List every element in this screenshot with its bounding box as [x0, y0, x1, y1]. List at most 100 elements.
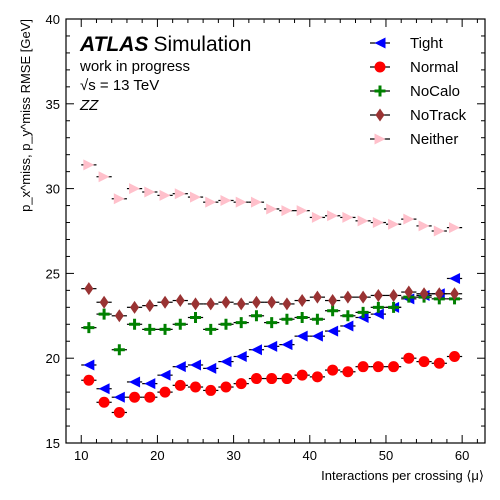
data-point — [159, 386, 171, 398]
data-point — [206, 297, 216, 311]
data-point — [357, 215, 369, 227]
data-point — [175, 294, 185, 308]
legend-marker — [374, 61, 386, 73]
data-point — [266, 317, 278, 329]
data-point — [113, 344, 125, 356]
legend-label: NoCalo — [410, 83, 460, 100]
data-point — [342, 211, 354, 223]
y-tick-label: 15 — [46, 436, 60, 451]
data-point — [190, 191, 202, 203]
data-point — [419, 287, 429, 301]
data-point — [296, 330, 308, 342]
data-point — [235, 317, 247, 329]
data-point — [266, 340, 278, 352]
data-point — [266, 203, 278, 215]
x-tick-label: 40 — [303, 448, 317, 463]
annotation-energy: √s = 13 TeV — [80, 77, 159, 94]
data-point — [220, 318, 232, 330]
data-point — [250, 310, 262, 322]
x-tick-label: 30 — [226, 448, 240, 463]
data-point — [191, 297, 201, 311]
legend-marker — [374, 37, 386, 49]
data-point — [129, 183, 141, 195]
data-point — [327, 210, 339, 222]
data-point — [129, 376, 141, 388]
data-point — [373, 288, 383, 302]
data-point — [83, 359, 95, 371]
legend-label: Tight — [410, 35, 444, 52]
data-point — [205, 384, 217, 396]
data-point — [267, 295, 277, 309]
data-point — [205, 196, 217, 208]
atlas-label: ATLAS Simulation — [79, 33, 252, 56]
data-point — [388, 361, 400, 373]
data-point — [144, 391, 156, 403]
data-point — [251, 295, 261, 309]
data-point — [281, 373, 293, 385]
series-tight — [81, 272, 463, 403]
data-point — [174, 379, 186, 391]
atlas-bold-label: ATLAS — [79, 33, 148, 56]
data-point — [174, 188, 186, 200]
data-point — [342, 320, 354, 332]
data-point — [297, 294, 307, 308]
data-point — [190, 359, 202, 371]
data-point — [144, 186, 156, 198]
data-point — [389, 288, 399, 302]
data-point — [113, 193, 125, 205]
data-point — [296, 311, 308, 323]
legend-label: Neither — [410, 131, 458, 148]
data-point — [327, 325, 339, 337]
data-markers — [81, 159, 463, 418]
data-point — [418, 356, 430, 368]
data-point — [281, 339, 293, 351]
data-point — [98, 308, 110, 320]
data-point — [357, 361, 369, 373]
atlas-simulation-label: Simulation — [153, 33, 251, 56]
x-tick-label: 50 — [379, 448, 393, 463]
data-point — [342, 366, 354, 378]
data-point — [250, 196, 262, 208]
data-point — [282, 297, 292, 311]
data-point — [84, 282, 94, 296]
data-point — [311, 211, 323, 223]
data-point — [449, 272, 461, 284]
data-point — [174, 361, 186, 373]
data-point — [327, 305, 339, 317]
data-point — [98, 171, 110, 183]
x-tick-label: 60 — [455, 448, 469, 463]
x-tick-label: 20 — [150, 448, 164, 463]
data-point — [190, 381, 202, 393]
data-point — [449, 351, 461, 363]
data-point — [205, 323, 217, 335]
data-point — [220, 381, 232, 393]
data-point — [221, 295, 231, 309]
y-axis-label: p_x^miss, p_y^miss RMSE [GeV] — [18, 19, 33, 212]
data-point — [236, 297, 246, 311]
data-point — [144, 378, 156, 390]
data-point — [129, 318, 141, 330]
data-point — [144, 323, 156, 335]
legend-marker — [375, 108, 385, 122]
axis-ticks: 10 20 30 40 50 60 15 20 25 30 35 40 — [46, 12, 485, 463]
data-point — [418, 220, 430, 232]
data-point — [160, 295, 170, 309]
data-point — [372, 301, 384, 313]
data-point — [449, 222, 461, 234]
data-point — [159, 323, 171, 335]
data-point — [343, 290, 353, 304]
data-point — [450, 287, 460, 301]
data-point — [357, 306, 369, 318]
data-point — [311, 330, 323, 342]
data-point — [113, 406, 125, 418]
data-point — [358, 290, 368, 304]
y-tick-label: 40 — [46, 12, 60, 27]
data-point — [372, 217, 384, 229]
data-point — [281, 205, 293, 217]
data-point — [83, 322, 95, 334]
data-point — [130, 300, 140, 314]
data-point — [99, 295, 109, 309]
annotation-work-in-progress: work in progress — [79, 58, 190, 75]
y-tick-label: 20 — [46, 351, 60, 366]
